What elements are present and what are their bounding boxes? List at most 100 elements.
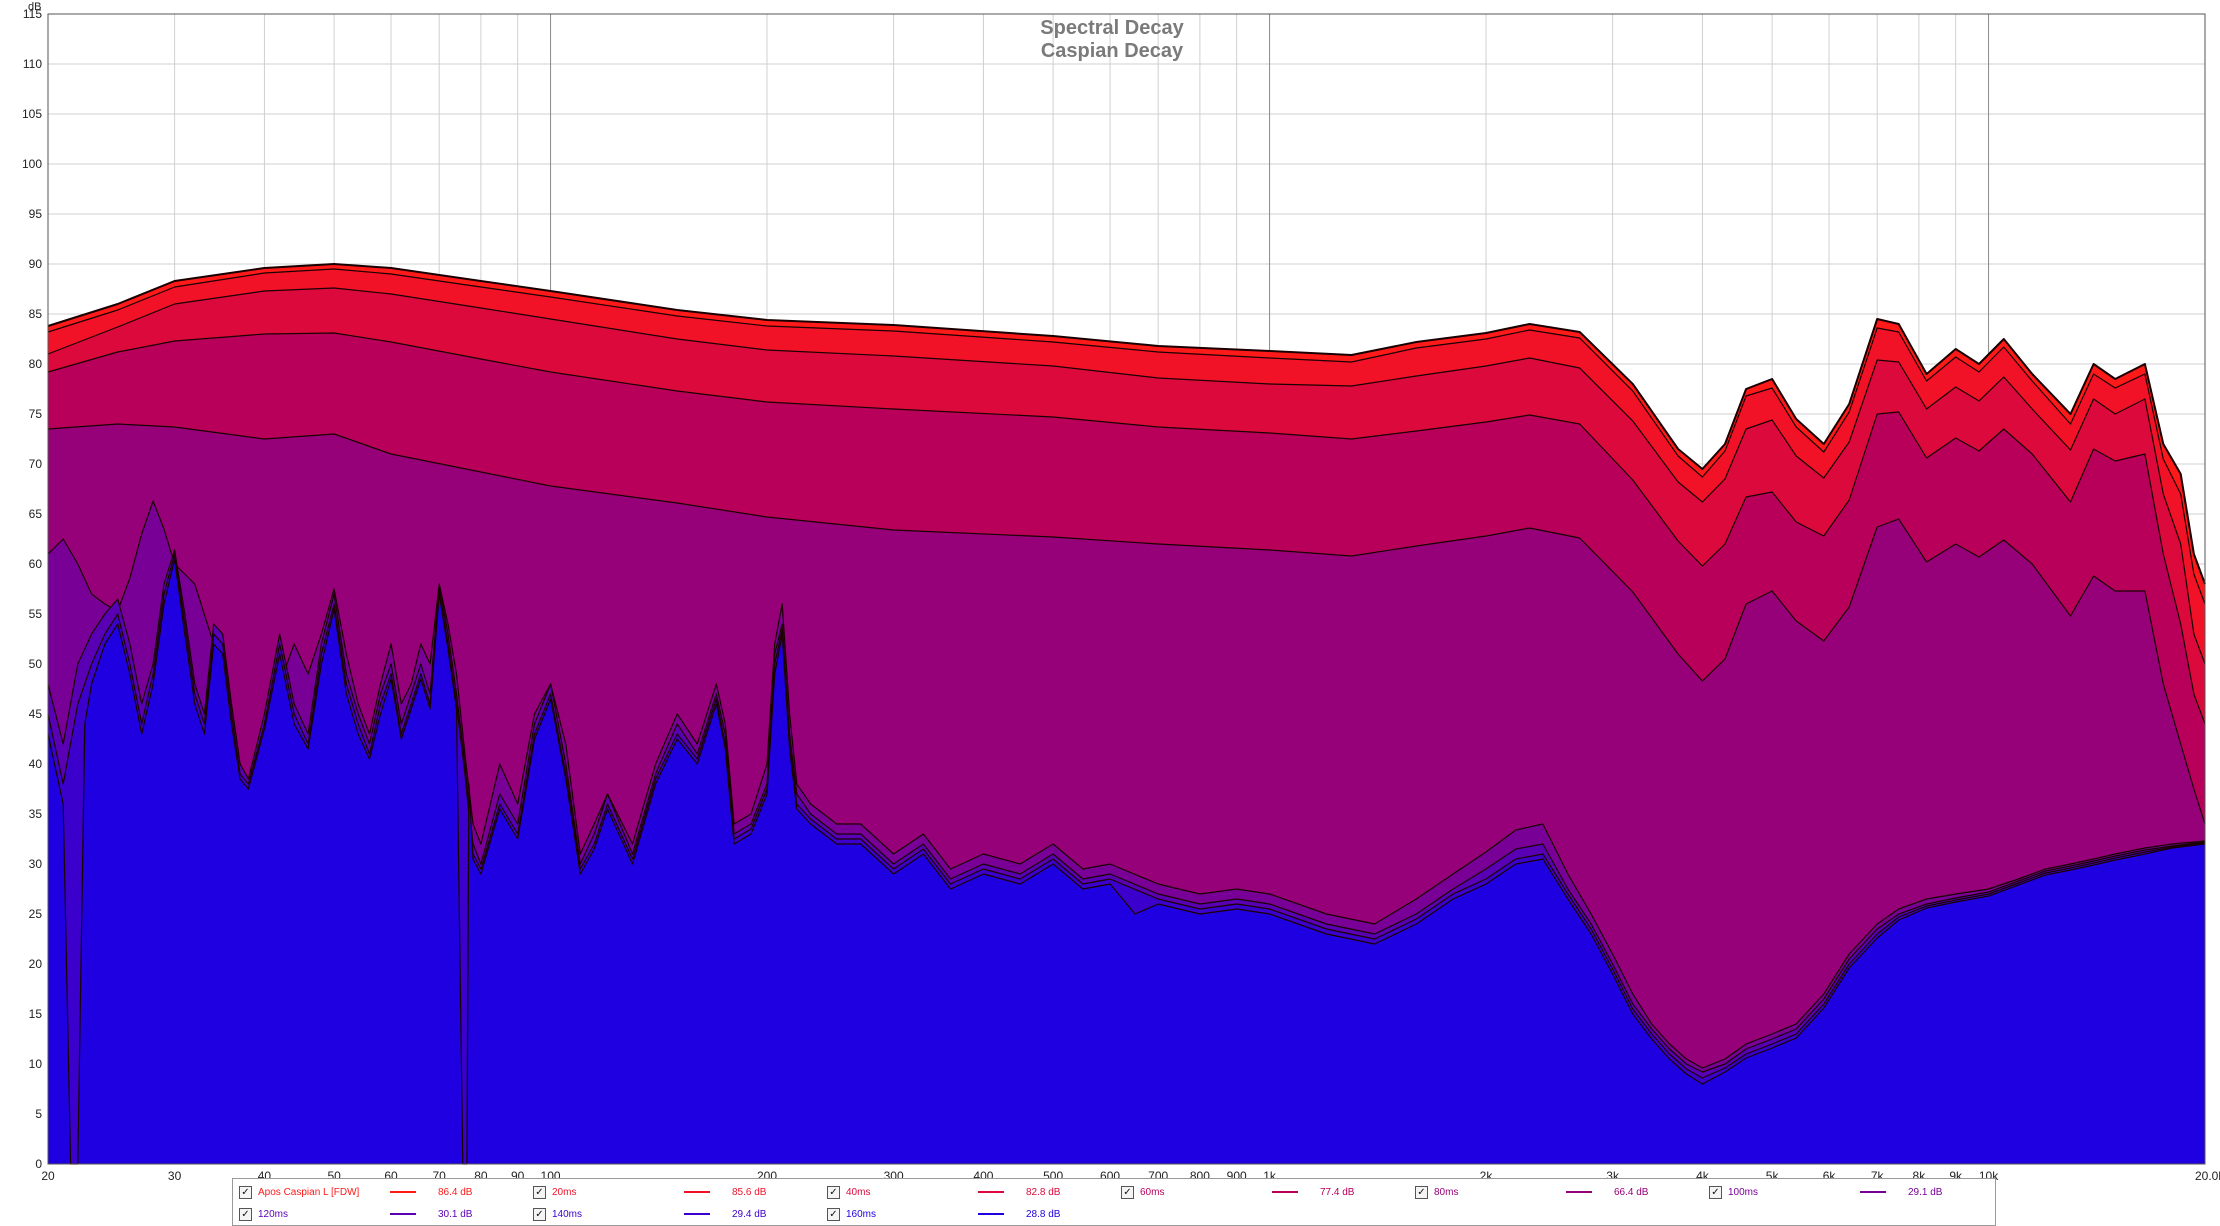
y-tick-label: 105 [22, 107, 42, 121]
legend-series-name: 40ms [846, 1186, 871, 1198]
y-tick-label: 115 [23, 7, 42, 21]
legend-checkbox[interactable]: ✓ [533, 1207, 546, 1221]
x-tick-label: 10k [1979, 1169, 1999, 1180]
legend-swatch [978, 1213, 1004, 1215]
legend-series-name: Apos Caspian L [FDW] [258, 1186, 360, 1198]
x-tick-label: 3k [1606, 1169, 1620, 1180]
x-tick-label: 500 [1043, 1169, 1063, 1180]
series-area-8 [48, 559, 2205, 1164]
legend-swatch [1566, 1191, 1592, 1193]
y-tick-label: 30 [29, 857, 43, 871]
chart-subtitle: Caspian Decay [1041, 40, 1184, 62]
y-tick-label: 65 [29, 507, 43, 521]
x-tick-label: 8k [1913, 1169, 1927, 1180]
y-tick-label: 100 [22, 157, 42, 171]
x-tick-label: 900 [1227, 1169, 1247, 1180]
plot-frame [47, 13, 2206, 1165]
legend-item: ✓ Apos Caspian L [FDW] 86.4 dB [233, 1181, 527, 1203]
x-tick-label: 300 [884, 1169, 904, 1180]
legend-value: 86.4 dB [438, 1186, 473, 1198]
legend: ✓ Apos Caspian L [FDW] 86.4 dB ✓ 20ms 85.6 dB… [232, 1178, 1996, 1226]
spectral-decay-chart: 0 5 10 15 20 25 30 35 40 45 50 55 60 65 70 75 80 85 90 95 10… [21, 1, 2220, 1180]
x-tick-label: 1k [1263, 1169, 1277, 1180]
legend-checkbox[interactable]: ✓ [239, 1185, 252, 1199]
legend-checkbox[interactable]: ✓ [533, 1185, 546, 1199]
series-line-7 [47, 553, 2206, 1079]
legend-item: ✓ 20ms 85.6 dB [527, 1181, 821, 1203]
legend-checkbox[interactable]: ✓ [1709, 1185, 1722, 1199]
y-tick-label: 0 [35, 1157, 42, 1171]
legend-series-name: 20ms [552, 1186, 577, 1198]
x-tick-label: 9k [1949, 1169, 1963, 1180]
y-tick-label: 90 [29, 257, 43, 271]
y-tick-label: 70 [29, 457, 43, 471]
legend-item: ✓ 160ms 28.8 dB [821, 1203, 1115, 1225]
y-tick-label: 95 [29, 207, 43, 221]
legend-checkbox[interactable]: ✓ [1121, 1185, 1134, 1199]
x-tick-label: 60 [384, 1169, 398, 1180]
legend-swatch [1860, 1191, 1886, 1193]
legend-value: 29.4 dB [732, 1208, 767, 1220]
legend-value: 82.8 dB [1026, 1186, 1061, 1198]
legend-series-name: 100ms [1728, 1186, 1759, 1198]
y-tick-label: 50 [29, 657, 43, 671]
series-line-4 [47, 423, 2206, 825]
x-tick-label: 4k [1696, 1169, 1710, 1180]
legend-item: ✓ 40ms 82.8 dB [821, 1181, 1115, 1203]
legend-value: 30.1 dB [438, 1208, 473, 1220]
legend-series-name: 60ms [1140, 1186, 1165, 1198]
legend-item: ✓ 80ms 66.4 dB [1409, 1181, 1703, 1203]
series-line-3 [47, 332, 2206, 725]
y-tick-label: 10 [29, 1057, 43, 1071]
y-tick-label: 75 [29, 407, 43, 421]
y-tick-label: 110 [23, 57, 42, 71]
series-line-8 [47, 558, 2206, 1165]
legend-series-name: 140ms [552, 1208, 583, 1220]
y-tick-label: 85 [29, 307, 43, 321]
y-tick-label: 45 [29, 707, 43, 721]
legend-series-name: 80ms [1434, 1186, 1459, 1198]
x-tick-label: 30 [168, 1169, 182, 1180]
legend-swatch [390, 1191, 416, 1193]
legend-value: 66.4 dB [1614, 1186, 1649, 1198]
legend-swatch [390, 1213, 416, 1215]
x-tick-label: 80 [474, 1169, 488, 1180]
y-tick-label: 55 [29, 607, 43, 621]
axis-labels: 0 5 10 15 20 25 30 35 40 45 50 55 60 65 70 75 80 85 90 95 10… [22, 7, 2220, 1180]
x-tick-label: 50 [327, 1169, 341, 1180]
legend-swatch [684, 1213, 710, 1215]
legend-value: 28.8 dB [1026, 1208, 1061, 1220]
x-tick-label: 200 [757, 1169, 777, 1180]
series-line-5 [47, 500, 2206, 1069]
legend-item: ✓ 120ms 30.1 dB [233, 1203, 527, 1225]
series-line-6 [47, 549, 2206, 1073]
x-tick-label: 20 [41, 1169, 55, 1180]
legend-item: ✓ 140ms 29.4 dB [527, 1203, 821, 1225]
legend-checkbox[interactable]: ✓ [827, 1207, 840, 1221]
x-tick-label: 800 [1190, 1169, 1210, 1180]
y-tick-label: 20 [29, 957, 43, 971]
series-line-1 [47, 268, 2206, 605]
legend-checkbox[interactable]: ✓ [239, 1207, 252, 1221]
legend-value: 77.4 dB [1320, 1186, 1355, 1198]
y-tick-label: 80 [29, 357, 43, 371]
y-tick-label: 15 [29, 1007, 43, 1021]
legend-swatch [1272, 1191, 1298, 1193]
y-tick-label: 25 [29, 907, 43, 921]
x-tick-label: 600 [1100, 1169, 1120, 1180]
legend-series-name: 120ms [258, 1208, 289, 1220]
x-tick-label: 40 [258, 1169, 272, 1180]
legend-item: ✓ 100ms 29.1 dB [1703, 1181, 1997, 1203]
legend-item: ✓ 60ms 77.4 dB [1115, 1181, 1409, 1203]
x-tick-label: 5k [1766, 1169, 1780, 1180]
y-axis-unit-label: dB [28, 1, 41, 13]
legend-value: 85.6 dB [732, 1186, 767, 1198]
x-tick-label: 700 [1148, 1169, 1168, 1180]
y-tick-label: 40 [29, 757, 43, 771]
series-line-2 [47, 287, 2206, 665]
legend-checkbox[interactable]: ✓ [1415, 1185, 1428, 1199]
x-tick-label: 6k [1823, 1169, 1837, 1180]
x-axis-end-label: 20.0kHz [2195, 1169, 2220, 1180]
x-tick-label: 7k [1871, 1169, 1885, 1180]
legend-checkbox[interactable]: ✓ [827, 1185, 840, 1199]
